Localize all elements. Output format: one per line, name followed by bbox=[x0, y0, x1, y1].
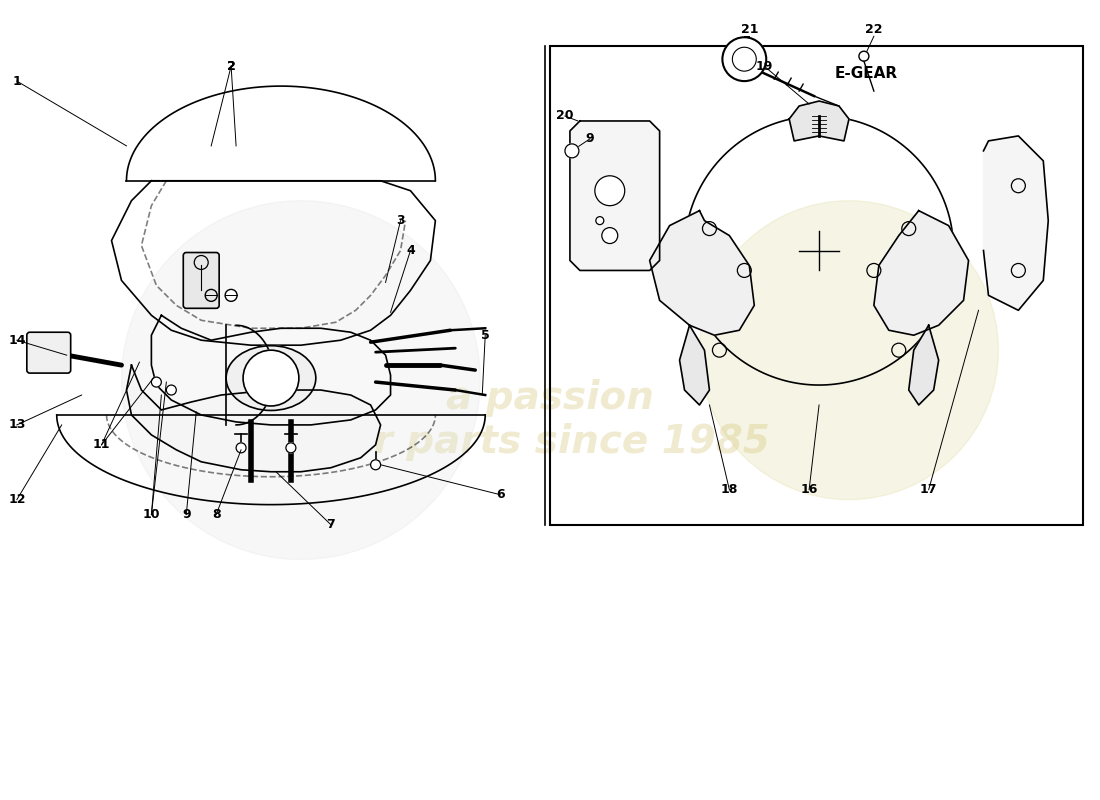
Text: 3: 3 bbox=[396, 214, 405, 227]
Polygon shape bbox=[570, 121, 660, 270]
Text: 1: 1 bbox=[12, 74, 21, 88]
Text: a passion
for parts since 1985: a passion for parts since 1985 bbox=[330, 379, 770, 461]
Text: 18: 18 bbox=[720, 483, 738, 496]
Text: 13: 13 bbox=[8, 418, 25, 431]
Text: 6: 6 bbox=[496, 488, 505, 501]
Text: 9: 9 bbox=[585, 133, 594, 146]
Text: 2: 2 bbox=[227, 60, 235, 73]
Circle shape bbox=[723, 38, 767, 81]
Circle shape bbox=[596, 217, 604, 225]
Text: 2: 2 bbox=[227, 60, 235, 73]
Polygon shape bbox=[983, 136, 1048, 310]
FancyBboxPatch shape bbox=[184, 253, 219, 308]
Text: 10: 10 bbox=[143, 508, 161, 521]
Circle shape bbox=[565, 144, 579, 158]
Polygon shape bbox=[873, 210, 968, 335]
Text: 20: 20 bbox=[557, 110, 574, 122]
Polygon shape bbox=[909, 326, 938, 405]
Text: 21: 21 bbox=[740, 22, 758, 36]
Text: 12: 12 bbox=[8, 493, 25, 506]
Text: 17: 17 bbox=[920, 483, 937, 496]
Text: E-GEAR: E-GEAR bbox=[835, 66, 898, 81]
Text: 9: 9 bbox=[182, 508, 190, 521]
Bar bbox=[550, 46, 1084, 525]
Circle shape bbox=[243, 350, 299, 406]
Polygon shape bbox=[152, 315, 390, 425]
Text: 11: 11 bbox=[92, 438, 110, 451]
Ellipse shape bbox=[227, 346, 316, 410]
Text: 16: 16 bbox=[801, 483, 817, 496]
Circle shape bbox=[152, 377, 162, 387]
Text: 5: 5 bbox=[481, 329, 490, 342]
Polygon shape bbox=[789, 101, 849, 141]
Circle shape bbox=[602, 228, 618, 243]
Circle shape bbox=[121, 201, 481, 559]
Text: 19: 19 bbox=[756, 60, 773, 73]
Polygon shape bbox=[680, 326, 710, 405]
Text: 7: 7 bbox=[327, 518, 336, 531]
Polygon shape bbox=[650, 210, 755, 335]
Circle shape bbox=[286, 443, 296, 453]
Circle shape bbox=[236, 443, 246, 453]
Text: 22: 22 bbox=[865, 22, 882, 36]
Circle shape bbox=[226, 290, 238, 302]
Circle shape bbox=[700, 201, 999, 500]
Text: 14: 14 bbox=[8, 334, 25, 346]
Circle shape bbox=[371, 460, 381, 470]
Circle shape bbox=[595, 176, 625, 206]
FancyBboxPatch shape bbox=[26, 332, 70, 373]
Text: 4: 4 bbox=[406, 244, 415, 257]
Circle shape bbox=[206, 290, 217, 302]
Circle shape bbox=[166, 385, 176, 395]
Text: 8: 8 bbox=[212, 508, 220, 521]
Polygon shape bbox=[126, 365, 381, 472]
